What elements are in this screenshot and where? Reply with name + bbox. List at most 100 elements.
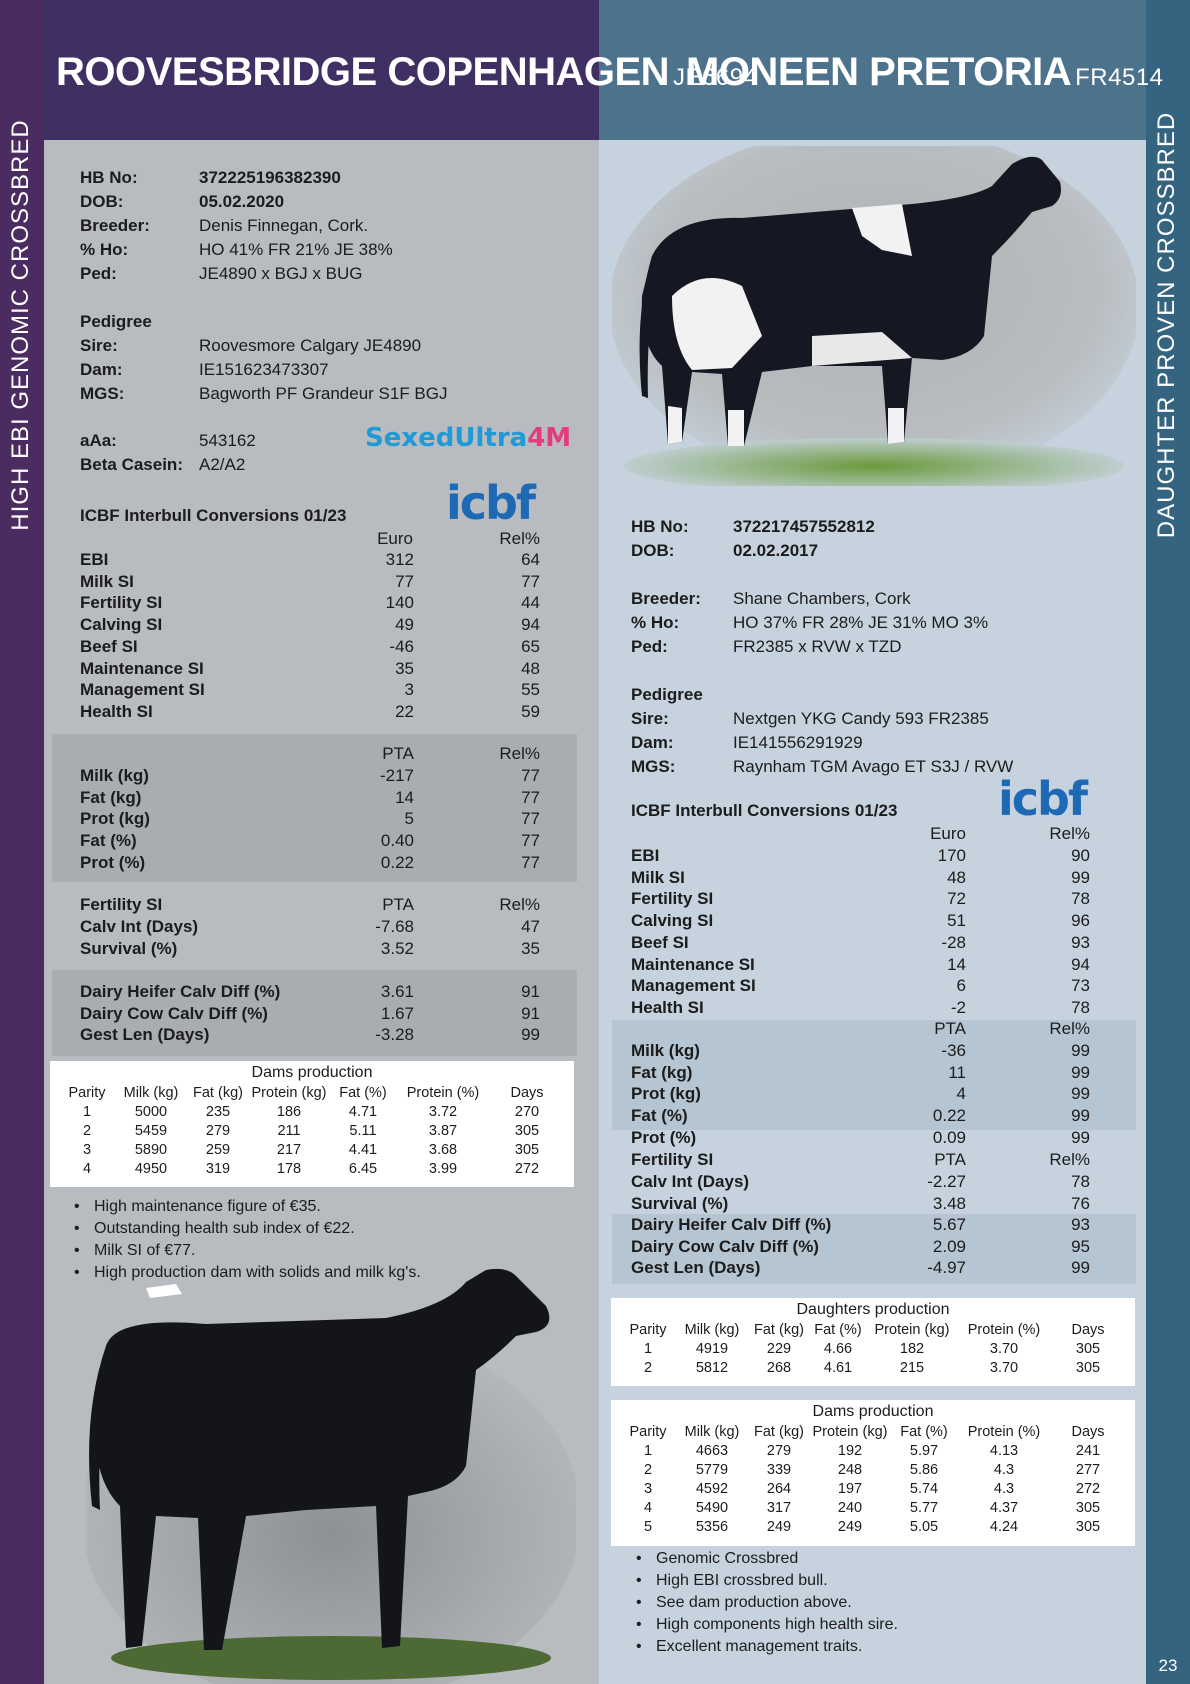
right-info-label: HB No:: [631, 517, 689, 536]
table-cell: 235: [205, 1104, 231, 1120]
right-pta-header-3: PTA: [934, 1150, 966, 1169]
left-indexes-rel: 55: [521, 680, 540, 700]
right-indexes-euro: -28: [941, 932, 966, 952]
left-extra-label: Beta Casein:: [80, 455, 183, 474]
left-indexes-rel: 65: [521, 636, 540, 656]
right-pedigree-heading: Pedigree: [631, 685, 703, 704]
right-calving-label: Gest Len (Days): [631, 1258, 761, 1278]
left-pta-header: PTA: [382, 744, 414, 763]
left-indexes-euro: 140: [385, 593, 414, 613]
table-cell: 305: [514, 1142, 540, 1158]
right-production-pta: 0.22: [932, 1106, 966, 1126]
left-indexes-rel: 94: [521, 615, 540, 635]
left-pedigree-label: Sire:: [80, 336, 118, 355]
left-indexes-label: EBI: [80, 550, 109, 569]
table-row: 4 4950 319 178 6.45 3.99 272: [62, 1160, 562, 1179]
left-production-rel: 77: [521, 809, 540, 829]
left-extra-value: A2/A2: [199, 455, 246, 474]
right-info2-label: % Ho:: [631, 613, 680, 632]
right-indexes-rel: 96: [1071, 911, 1090, 931]
table-cell: 272: [514, 1161, 540, 1177]
left-info-value: HO 41% FR 21% JE 38%: [199, 240, 393, 259]
left-extra-label: aAa:: [80, 431, 117, 450]
left-indexes-euro: 49: [395, 615, 414, 635]
left-conversion-heading: ICBF Interbull Conversions 01/23: [80, 506, 347, 525]
left-calving-rel: 91: [521, 1003, 540, 1023]
table-cell: 4: [82, 1161, 92, 1177]
table-cell: 3.87: [428, 1123, 458, 1139]
right-production-label: Fat (%): [631, 1106, 688, 1126]
right-header: [599, 0, 1146, 140]
table-header: Protein (%): [406, 1085, 480, 1101]
list-item: High maintenance figure of €35.: [72, 1196, 421, 1218]
left-production-rel: 77: [521, 831, 540, 851]
right-calving-band: [612, 1214, 1136, 1284]
right-indexes-label: EBI: [631, 846, 660, 865]
table-cell: 305: [1075, 1341, 1101, 1357]
left-extra-value: 543162: [199, 431, 256, 450]
left-fertility-heading: Fertility SI: [80, 895, 163, 914]
table-cell: 5.74: [909, 1481, 939, 1497]
left-pedigree-value: IE151623473307: [199, 360, 329, 379]
table-cell: 1: [643, 1341, 653, 1357]
left-calving-pta: 1.67: [380, 1003, 414, 1023]
right-calving-label: Dairy Cow Calv Diff (%): [631, 1236, 819, 1256]
table-cell: 182: [899, 1341, 925, 1357]
right-euro-header: Euro: [930, 824, 966, 843]
table-cell: 2: [643, 1360, 653, 1376]
table-cell: 264: [766, 1481, 792, 1497]
left-production-rel: 77: [521, 852, 540, 872]
left-bull-code: JE6694: [673, 64, 758, 91]
left-header: [44, 0, 599, 140]
right-indexes-euro: 6: [956, 976, 966, 996]
left-fertility-pta: -7.68: [375, 917, 414, 936]
right-info2-label: Breeder:: [631, 589, 701, 608]
left-bull-name: ROOVESBRIDGE COPENHAGEN: [56, 50, 670, 94]
table-cell: 197: [837, 1481, 863, 1497]
table-cell: 4.41: [348, 1142, 378, 1158]
table-cell: 5890: [134, 1142, 168, 1158]
right-fertility-rel: 78: [1071, 1172, 1090, 1191]
table-header: Days: [510, 1085, 544, 1101]
left-icbf-logo: icbf: [446, 476, 536, 530]
table-cell: 3.99: [428, 1161, 458, 1177]
list-item: High components high health sire.: [634, 1614, 898, 1636]
left-calving-label: Gest Len (Days): [80, 1025, 210, 1045]
table-cell: 1: [643, 1443, 653, 1459]
table-cell: 5.86: [909, 1462, 939, 1478]
left-pta-header-3: PTA: [382, 895, 414, 914]
left-rel-header-2: Rel%: [499, 744, 540, 763]
table-cell: 4.71: [348, 1104, 378, 1120]
right-indexes-rel: 78: [1071, 889, 1090, 909]
right-calving-pta: 2.09: [932, 1236, 966, 1256]
table-cell: 4.13: [989, 1443, 1019, 1459]
right-dams-table-box: [611, 1400, 1135, 1546]
right-bull-code: FR4514: [1075, 64, 1164, 91]
table-cell: 5356: [695, 1519, 729, 1535]
list-item: High EBI crossbred bull.: [634, 1570, 898, 1592]
right-info2-value: FR2385 x RVW x TZD: [733, 637, 902, 656]
left-calving-label: Dairy Heifer Calv Diff (%): [80, 982, 281, 1001]
table-cell: 272: [1075, 1481, 1101, 1497]
left-pedigree-label: Dam:: [80, 360, 123, 379]
right-production-label: Prot (kg): [631, 1084, 701, 1104]
right-indexes-euro: 51: [947, 911, 966, 931]
table-cell: 1: [82, 1104, 92, 1120]
left-production-pta: -217: [379, 766, 414, 785]
table-row: 3 4592 264 197 5.74 4.3 272: [623, 1480, 1123, 1499]
left-dams-table: Dams production Parity Milk (kg) Fat (kg) Pr…: [62, 1062, 562, 1179]
right-calving-rel: 93: [1071, 1215, 1090, 1234]
table-cell: 5.77: [909, 1500, 939, 1516]
table-cell: 319: [205, 1161, 231, 1177]
right-indexes-rel: 73: [1071, 976, 1090, 996]
list-item: Genomic Crossbred: [634, 1548, 898, 1570]
table-cell: 5459: [134, 1123, 168, 1139]
page-number: 23: [1158, 1656, 1178, 1675]
right-production-pta: 0.09: [932, 1127, 966, 1147]
table-cell: 4919: [695, 1341, 729, 1357]
left-pedigree-heading: Pedigree: [80, 312, 152, 331]
left-calving-pta: 3.61: [380, 982, 414, 1001]
left-euro-header: Euro: [377, 529, 413, 548]
table-cell: 305: [1075, 1519, 1101, 1535]
left-indexes-label: Fertility SI: [80, 593, 163, 613]
